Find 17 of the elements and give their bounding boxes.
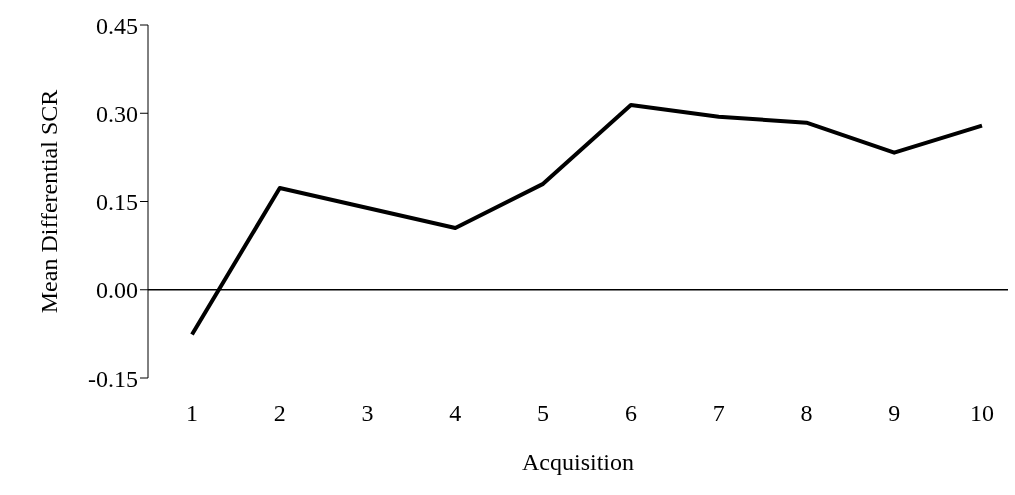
x-tick-label: 8 (800, 400, 813, 427)
y-tick-label: 0.15 (96, 189, 138, 216)
x-tick-label: 2 (273, 400, 286, 427)
y-axis-title: Mean Differential SCR (35, 89, 62, 314)
y-tick-label: 0.30 (96, 100, 138, 127)
x-tick-label: 4 (449, 400, 462, 427)
x-tick-label: 9 (888, 400, 901, 427)
y-tick-label: 0.45 (96, 12, 138, 39)
y-tick-label: 0.00 (96, 277, 138, 304)
x-axis-title: Acquisition (522, 449, 634, 475)
x-tick-label: 6 (624, 400, 637, 427)
y-tick-label: -0.15 (88, 365, 138, 392)
x-tick-label: 5 (537, 400, 550, 427)
x-tick-label: 10 (970, 400, 994, 427)
x-tick-label: 1 (186, 400, 198, 427)
x-tick-label: 3 (361, 400, 374, 427)
x-tick-label: 7 (712, 400, 725, 427)
